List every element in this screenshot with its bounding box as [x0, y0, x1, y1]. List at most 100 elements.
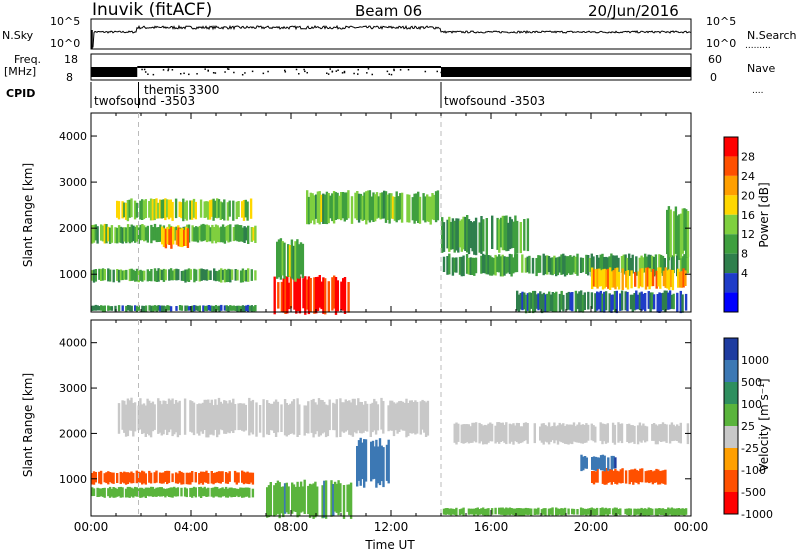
velocity-cell	[646, 470, 649, 483]
power-cell	[614, 268, 617, 290]
velocity-cell	[637, 470, 640, 485]
power-cell	[108, 227, 112, 244]
nsearch-dots: .........	[745, 41, 771, 51]
velocity-ytick-label: 1000	[59, 473, 87, 486]
velocity-cell	[239, 403, 242, 430]
nsky-tick-high: 10^5	[50, 15, 81, 28]
power-cell	[508, 216, 512, 250]
velocity-cell	[116, 473, 119, 483]
velocity-cell	[679, 508, 682, 515]
velocity-cell	[183, 398, 187, 435]
power-cell	[424, 196, 427, 223]
velocity-cell	[346, 484, 349, 512]
power-cell	[610, 253, 613, 275]
power-cell	[625, 271, 628, 288]
velocity-cell	[187, 472, 190, 485]
velocity-cell	[467, 508, 471, 515]
velocity-cell	[510, 508, 513, 515]
power-cell	[660, 254, 663, 274]
freq-dot	[167, 69, 169, 72]
xtick-label: 04:00	[174, 520, 209, 534]
power-cell	[659, 267, 662, 289]
velocity-cell	[407, 403, 410, 437]
power-cell	[139, 200, 142, 220]
freq-dot	[207, 70, 209, 72]
velocity-cell	[591, 471, 594, 483]
power-cell	[551, 292, 554, 313]
power-cell	[125, 305, 128, 312]
velocity-cell	[349, 482, 353, 519]
velocity-cell	[501, 422, 504, 441]
power-cell	[482, 219, 485, 252]
velocity-cell	[638, 508, 641, 516]
power-cell	[390, 193, 393, 219]
power-cell	[207, 225, 210, 242]
velocity-cell	[389, 400, 392, 431]
velocity-cell	[649, 470, 653, 483]
power-cell	[204, 224, 207, 241]
velocity-cell	[361, 442, 364, 480]
power-cell	[205, 305, 209, 312]
freq-dot	[390, 73, 393, 76]
power-cell	[318, 275, 321, 308]
power-cell	[141, 270, 144, 282]
velocity-cell	[546, 426, 549, 443]
velocity-cell	[171, 398, 174, 437]
power-cell	[287, 282, 291, 310]
power-cell	[107, 305, 110, 311]
power-cell	[315, 194, 318, 219]
power-cell	[503, 215, 506, 251]
power-cell	[92, 305, 96, 311]
power-cell	[442, 222, 446, 252]
power-cell	[600, 270, 603, 287]
velocity-cell	[556, 425, 560, 445]
power-cell	[174, 198, 178, 219]
freq-dot	[343, 71, 346, 74]
velocity-cell	[205, 399, 208, 438]
velocity-cell	[114, 487, 117, 498]
velocity-cell	[351, 398, 355, 437]
velocity-cell	[108, 472, 112, 482]
velocity-cell	[282, 486, 285, 518]
nave-tick-high: 60	[708, 53, 722, 66]
velocity-cell	[342, 402, 346, 433]
velocity-cell	[357, 440, 361, 481]
power-cell	[526, 293, 530, 311]
velocity-cell	[242, 403, 246, 432]
velocity-cell	[360, 402, 363, 434]
velocity-cell	[473, 508, 476, 516]
power-cell	[148, 305, 151, 311]
power-cell	[384, 191, 388, 223]
power-cell	[608, 256, 611, 276]
velocity-cell	[167, 398, 171, 433]
velocity-cell	[96, 487, 99, 497]
velocity-cell	[91, 487, 94, 497]
power-cell	[512, 221, 515, 248]
power-cell	[223, 199, 226, 221]
velocity-cell	[141, 404, 144, 434]
freq-dot	[335, 70, 338, 72]
velocity-cell	[332, 484, 335, 516]
velocity-cell	[522, 508, 526, 516]
power-cell	[641, 268, 644, 288]
power-cell	[356, 191, 359, 221]
velocity-cell	[319, 399, 322, 436]
power-cell	[192, 198, 196, 218]
velocity-cell	[258, 405, 262, 433]
power-cell	[528, 255, 531, 274]
freq-dot	[341, 72, 344, 74]
power-cell	[666, 209, 669, 255]
power-cell	[184, 269, 187, 283]
power-cell	[449, 221, 453, 250]
power-cell	[368, 190, 372, 223]
freq-dot	[147, 73, 149, 75]
power-cell	[542, 292, 546, 312]
power-cell	[211, 305, 214, 312]
power-cell	[608, 293, 611, 313]
power-cell	[604, 291, 608, 311]
velocity-cell	[480, 424, 483, 442]
velocity-cell	[615, 507, 618, 516]
freq-dot	[284, 71, 287, 73]
power-cell	[630, 270, 633, 289]
velocity-cell	[285, 403, 288, 437]
